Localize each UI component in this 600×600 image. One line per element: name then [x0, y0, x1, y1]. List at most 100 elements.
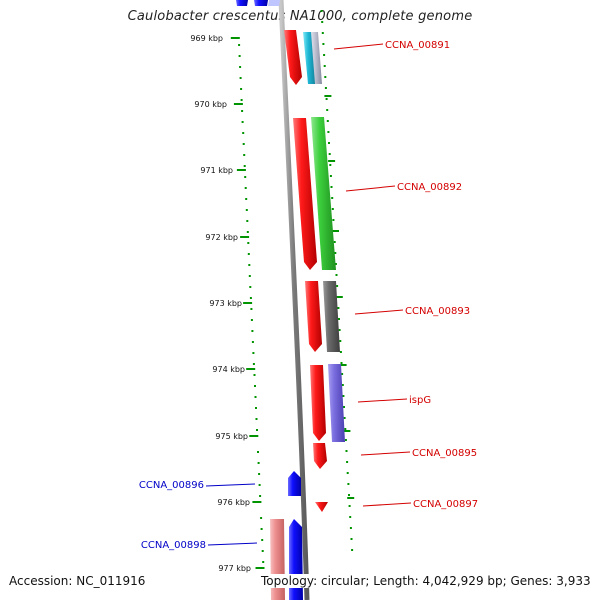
tick-dot — [242, 132, 245, 134]
gene-label-ccna-00895: CCNA_00895 — [412, 448, 477, 459]
guide-dot — [343, 417, 346, 419]
label-leader-ispg — [357, 398, 408, 403]
tick-dot — [247, 253, 250, 255]
tick-dot — [258, 473, 261, 475]
guide-dot — [348, 494, 350, 496]
guide-dot — [326, 109, 329, 111]
gene-label-ccna-00892: CCNA_00892 — [397, 182, 462, 193]
guide-dot — [330, 186, 333, 188]
guide-dot — [323, 65, 326, 67]
guide-dot — [345, 450, 348, 452]
tick-label: 976 kbp — [217, 498, 250, 507]
gene-feature-top-blue-2 — [254, 0, 268, 6]
tick-dot — [262, 561, 265, 563]
gene-label-ccna-00898: CCNA_00898 — [141, 540, 206, 551]
major-tick — [240, 236, 250, 238]
label-leader-ccna-00893 — [354, 309, 404, 315]
major-tick — [243, 302, 253, 304]
tick-label: 972 kbp — [205, 233, 238, 242]
guide-dot — [343, 406, 345, 408]
gene-label-ccna-00897: CCNA_00897 — [413, 499, 478, 510]
guide-dash — [339, 364, 347, 366]
tick-dot — [243, 165, 246, 167]
tick-dot — [255, 418, 258, 420]
guide-dot — [347, 483, 350, 485]
guide-dot — [337, 307, 340, 309]
guide-dot — [329, 164, 332, 166]
tick-dot — [241, 121, 244, 123]
guide-dot — [335, 274, 338, 276]
tick-dot — [249, 286, 252, 288]
guide-dot — [340, 362, 343, 364]
tick-dot — [251, 341, 254, 343]
tick-dot — [239, 77, 242, 79]
guide-dot — [344, 428, 347, 430]
guide-dot — [341, 384, 344, 386]
tick-dot — [251, 330, 254, 332]
guide-dot — [320, 10, 323, 12]
tick-dot — [252, 352, 255, 354]
label-leader-ccna-00897 — [362, 502, 412, 507]
label-leader-ccna-00891 — [333, 43, 384, 50]
tick-dot — [247, 242, 250, 244]
tick-label: 974 kbp — [212, 365, 245, 374]
major-tick — [230, 37, 240, 39]
major-tick — [252, 501, 262, 503]
tick-dot — [253, 374, 256, 376]
tick-dot — [244, 187, 247, 189]
gene-feature-ccna-00892-red — [293, 118, 317, 270]
tick-dot — [242, 143, 245, 145]
tick-dot — [254, 396, 257, 398]
tick-dot — [244, 176, 247, 178]
tick-dot — [255, 407, 257, 409]
major-tick — [246, 368, 256, 370]
tick-dot — [260, 528, 263, 530]
tick-dot — [238, 44, 241, 46]
guide-dash — [328, 160, 336, 162]
guide-dash — [324, 95, 332, 97]
tick-label: 977 kbp — [218, 564, 251, 573]
guide-dot — [326, 120, 329, 122]
gene-feature-ccna-00897 — [315, 502, 328, 512]
guide-dot — [342, 395, 345, 397]
guide-dot — [331, 197, 334, 199]
gene-feature-ccna-00895 — [313, 443, 327, 469]
tick-label: 969 kbp — [190, 34, 223, 43]
tick-dot — [238, 55, 241, 57]
topology-summary: Topology: circular; Length: 4,042,929 bp… — [261, 574, 591, 588]
tick-dot — [241, 110, 244, 112]
tick-dot — [257, 451, 259, 453]
guide-dot — [332, 219, 335, 221]
guide-dot — [341, 373, 344, 375]
tick-dot — [254, 385, 256, 387]
guide-dash — [343, 430, 351, 432]
guide-dot — [323, 54, 326, 56]
genome-backbone — [278, 0, 310, 600]
tick-dot — [245, 209, 248, 211]
guide-dot — [348, 505, 351, 507]
guide-dot — [324, 76, 327, 78]
gene-feature-ispg-purple — [328, 364, 345, 442]
tick-dot — [245, 198, 248, 200]
tick-dot — [261, 539, 264, 541]
guide-dot — [350, 538, 353, 540]
major-tick — [233, 103, 243, 105]
tick-label: 971 kbp — [200, 166, 233, 175]
guide-dash — [332, 230, 339, 232]
tick-dot — [250, 308, 253, 310]
tick-dot — [240, 88, 243, 90]
guide-dot — [321, 21, 324, 23]
tick-track — [230, 37, 265, 569]
guide-dot — [333, 241, 336, 243]
label-leader-ccna-00898 — [207, 542, 258, 546]
label-leader-ccna-00895 — [360, 451, 411, 456]
guide-dot — [328, 153, 331, 155]
major-tick — [255, 567, 265, 569]
gene-feature-ccna-00892-green — [311, 117, 336, 270]
guide-dot — [346, 461, 349, 463]
tick-dot — [259, 495, 262, 497]
tick-dot — [258, 484, 261, 486]
tick-dot — [248, 275, 251, 277]
tick-dot — [256, 429, 258, 431]
